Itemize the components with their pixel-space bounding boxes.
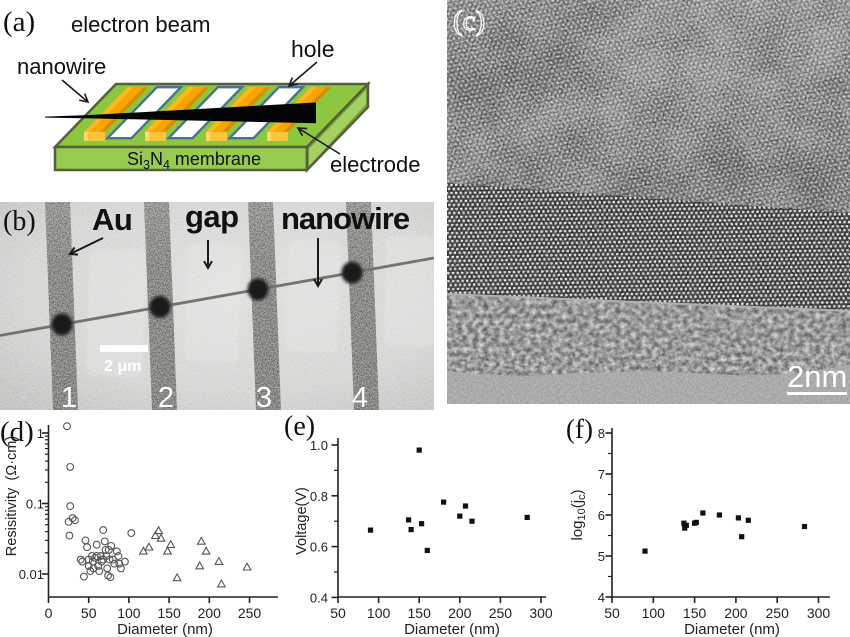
svg-text:(f): (f)	[566, 414, 593, 444]
svg-text:300: 300	[529, 605, 553, 621]
svg-text:8: 8	[598, 426, 605, 441]
svg-text:3: 3	[256, 382, 272, 410]
svg-text:200: 200	[724, 605, 748, 621]
svg-text:0.01: 0.01	[19, 567, 44, 582]
svg-text:0.1: 0.1	[26, 497, 44, 512]
svg-text:0.8: 0.8	[310, 489, 328, 504]
svg-text:7: 7	[598, 467, 605, 482]
svg-text:electrode: electrode	[330, 152, 421, 177]
svg-text:1: 1	[37, 426, 44, 441]
svg-text:5: 5	[598, 549, 605, 564]
svg-text:1.0: 1.0	[310, 438, 328, 453]
svg-text:100: 100	[642, 605, 666, 621]
svg-text:50: 50	[81, 605, 97, 621]
svg-text:Au: Au	[92, 202, 132, 237]
svg-text:(e): (e)	[284, 411, 315, 442]
svg-text:200: 200	[448, 605, 472, 621]
svg-text:4: 4	[598, 590, 605, 605]
svg-text:(b): (b)	[3, 206, 36, 237]
svg-text:0.4: 0.4	[310, 590, 328, 605]
svg-text:1: 1	[61, 382, 77, 410]
svg-text:300: 300	[807, 605, 831, 621]
svg-text:6: 6	[598, 508, 605, 523]
svg-text:4: 4	[352, 382, 368, 410]
svg-text:Resisitivity (Ω·cm): Resisitivity (Ω·cm)	[4, 436, 20, 556]
svg-text:nanowire: nanowire	[17, 54, 106, 79]
svg-text:Diameter (nm): Diameter (nm)	[684, 621, 780, 637]
svg-text:Diameter (nm): Diameter (nm)	[117, 621, 213, 637]
svg-text:Voltage(V): Voltage(V)	[294, 487, 310, 555]
svg-text:2: 2	[158, 382, 174, 410]
svg-text:(c): (c)	[453, 5, 485, 37]
svg-text:150: 150	[683, 605, 707, 621]
svg-text:250: 250	[489, 605, 513, 621]
svg-text:Diameter (nm): Diameter (nm)	[404, 621, 500, 637]
svg-text:100: 100	[117, 605, 141, 621]
svg-text:200: 200	[198, 605, 222, 621]
svg-text:100: 100	[367, 605, 391, 621]
svg-text:0.6: 0.6	[310, 540, 328, 555]
svg-text:(a): (a)	[3, 6, 35, 38]
svg-text:nanowire: nanowire	[281, 202, 410, 236]
svg-text:50: 50	[330, 605, 346, 621]
svg-text:log10(jc): log10(jc)	[569, 489, 588, 540]
svg-text:2 μm: 2 μm	[104, 358, 141, 375]
svg-text:50: 50	[604, 605, 620, 621]
svg-text:2nm: 2nm	[787, 359, 847, 394]
svg-text:250: 250	[766, 605, 790, 621]
svg-text:150: 150	[157, 605, 181, 621]
svg-text:gap: gap	[185, 202, 239, 234]
svg-text:hole: hole	[291, 36, 334, 62]
svg-text:250: 250	[238, 605, 262, 621]
svg-text:electron beam: electron beam	[71, 12, 210, 37]
svg-text:0: 0	[45, 605, 53, 621]
svg-text:Si3N4 membrane: Si3N4 membrane	[127, 149, 261, 172]
svg-text:150: 150	[408, 605, 432, 621]
svg-text:(d): (d)	[0, 416, 34, 448]
